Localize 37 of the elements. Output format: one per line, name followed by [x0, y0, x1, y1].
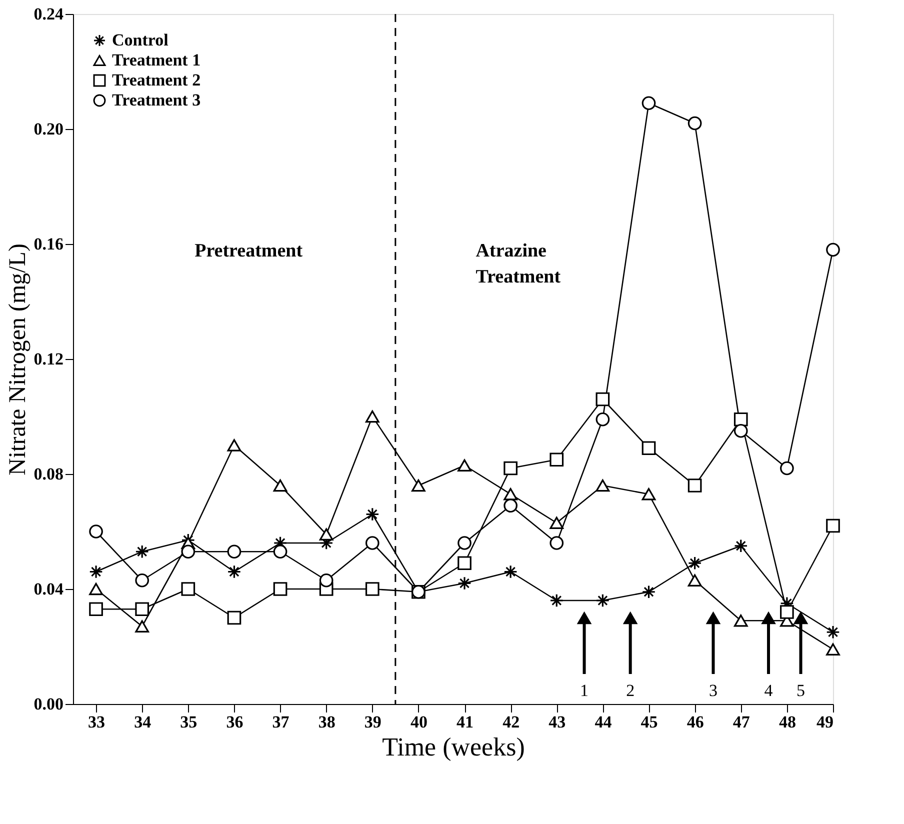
annotation: Pretreatment — [194, 240, 304, 262]
annotation: 5 — [796, 681, 806, 700]
legend-label: Treatment 3 — [112, 90, 201, 110]
legend-label: Treatment 2 — [112, 70, 201, 90]
x-tick-label: 46 — [686, 712, 704, 732]
x-tick-label: 36 — [226, 712, 244, 732]
x-tick-label: 40 — [410, 712, 428, 732]
legend-label: Treatment 1 — [112, 50, 201, 70]
x-tick-label: 43 — [548, 712, 566, 732]
x-tick-label: 48 — [778, 712, 796, 732]
x-tick-label: 41 — [456, 712, 474, 732]
annotation: 2 — [626, 681, 635, 700]
annotation: 4 — [764, 681, 774, 700]
annotation: Atrazine Treatment — [476, 240, 562, 288]
x-tick-label: 37 — [272, 712, 290, 732]
x-tick-label: 39 — [364, 712, 382, 732]
x-axis-title: Time (weeks) — [382, 732, 525, 762]
x-tick-label: 49 — [816, 712, 834, 732]
x-tick-label: 34 — [134, 712, 152, 732]
x-tick-label: 42 — [502, 712, 520, 732]
x-tick-label: 45 — [640, 712, 658, 732]
x-tick-label: 47 — [732, 712, 750, 732]
x-tick-label: 38 — [318, 712, 336, 732]
annotation: 1 — [580, 681, 589, 700]
y-tick-label: 0.24 — [34, 4, 64, 24]
x-tick-label: 33 — [88, 712, 106, 732]
y-tick-label: 0.12 — [34, 350, 64, 368]
y-axis-title: Nitrate Nitrogen (mg/L) — [4, 244, 31, 476]
y-tick-label: 0.04 — [34, 580, 64, 598]
y-tick-label: 0.16 — [34, 234, 64, 254]
y-tick-label: 0.08 — [34, 464, 64, 484]
y-tick-label: 0.00 — [34, 694, 64, 714]
x-tick-label: 44 — [594, 712, 612, 732]
legend-label: Control — [112, 30, 169, 50]
x-tick-label: 35 — [180, 712, 198, 732]
y-tick-label: 0.20 — [34, 120, 64, 138]
annotation: 3 — [708, 681, 718, 700]
